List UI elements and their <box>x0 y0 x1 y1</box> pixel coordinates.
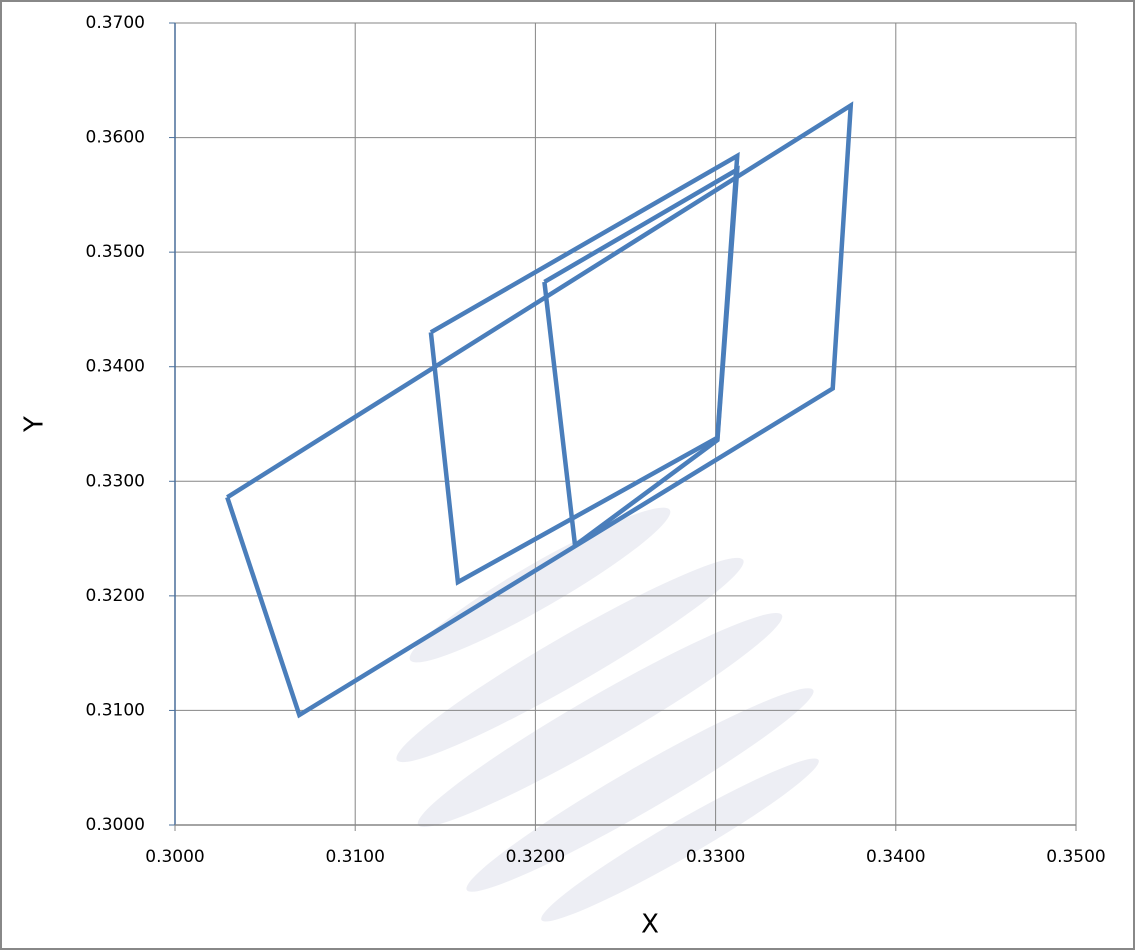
series-line <box>542 165 740 550</box>
y-tick-label: 0.3300 <box>86 471 145 491</box>
x-axis-label: X <box>641 910 659 940</box>
y-tick-label: 0.3600 <box>86 128 145 148</box>
y-tick-label: 0.3000 <box>86 815 145 835</box>
series-line <box>225 101 854 719</box>
y-axis-label: Y <box>20 416 50 433</box>
x-tick-label: 0.3100 <box>325 847 384 867</box>
y-tick-label: 0.3100 <box>86 700 145 720</box>
x-tick-label: 0.3300 <box>686 847 745 867</box>
x-tick-label: 0.3500 <box>1046 847 1105 867</box>
x-tick-label: 0.3200 <box>506 847 565 867</box>
watermark <box>396 507 819 922</box>
y-tick-label: 0.3700 <box>86 13 145 33</box>
x-tick-label: 0.3000 <box>145 847 204 867</box>
y-tick-label: 0.3400 <box>86 357 145 377</box>
y-tick-label: 0.3500 <box>86 242 145 262</box>
y-tick-label: 0.3200 <box>86 586 145 606</box>
x-tick-label: 0.3400 <box>866 847 925 867</box>
